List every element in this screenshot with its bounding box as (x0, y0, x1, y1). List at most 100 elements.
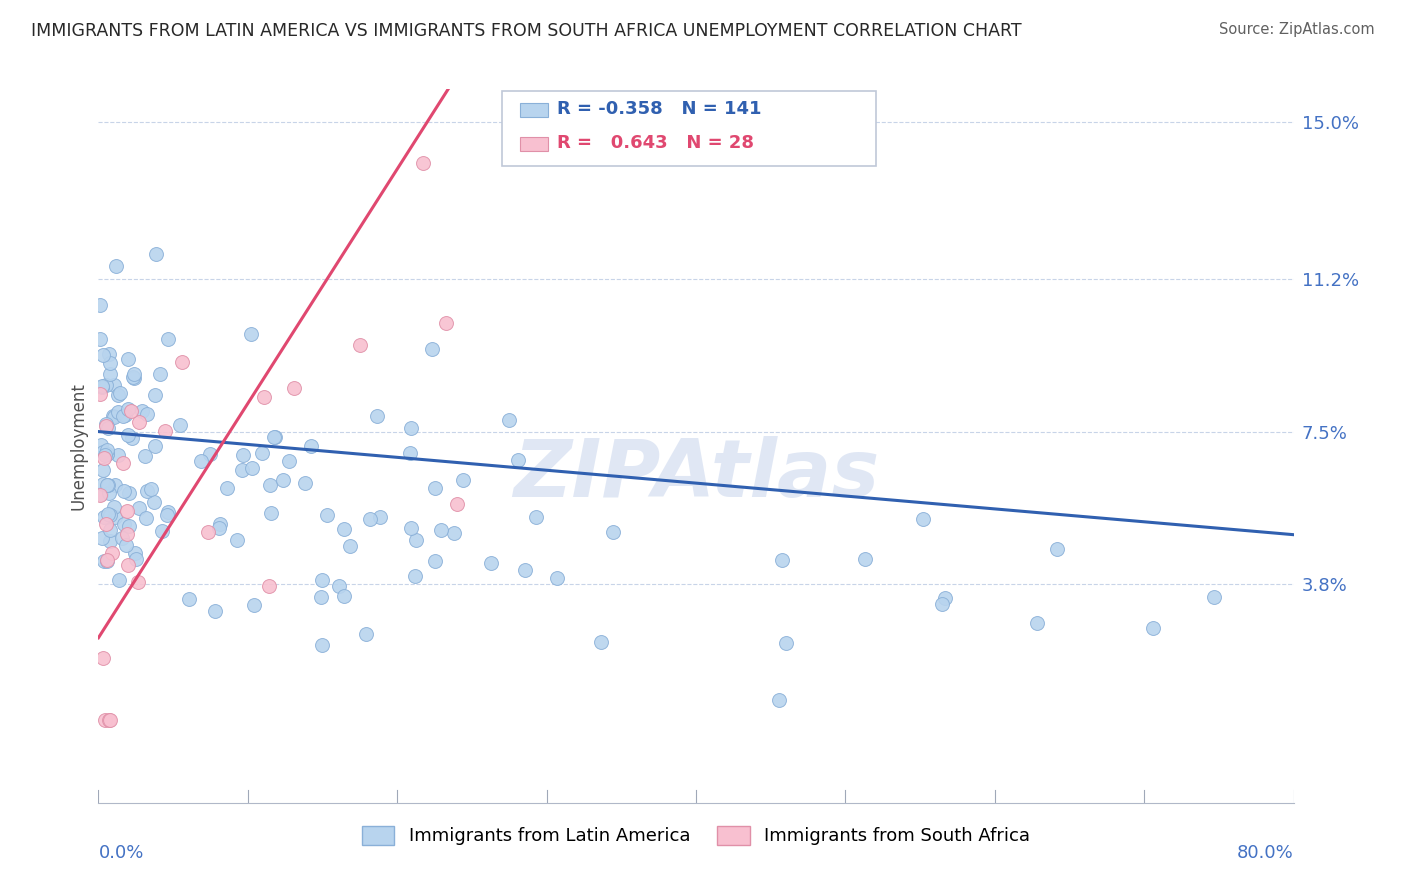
Point (1204, 591, 1226, 605)
Point (117, 351, 139, 366)
Point (768, 692, 790, 706)
Point (112, 483, 135, 498)
Point (1142, 621, 1164, 635)
Point (97, 478, 120, 492)
Point (91, 463, 114, 477)
Point (96, 447, 118, 461)
Point (422, 343, 444, 357)
Point (434, 316, 457, 330)
Point (117, 402, 139, 417)
Point (156, 332, 179, 346)
Point (117, 558, 139, 572)
Point (118, 518, 141, 533)
Point (104, 510, 127, 524)
Point (524, 509, 547, 524)
Point (122, 370, 145, 384)
Point (125, 552, 148, 566)
Point (103, 500, 125, 514)
Point (243, 598, 266, 612)
Point (122, 367, 145, 381)
Text: R = -0.358   N = 141: R = -0.358 N = 141 (557, 100, 761, 118)
Point (89, 488, 111, 502)
Point (333, 522, 356, 536)
Point (136, 484, 159, 499)
Point (198, 447, 221, 461)
Point (107, 388, 129, 402)
Legend: Immigrants from Latin America, Immigrants from South Africa: Immigrants from Latin America, Immigrant… (353, 817, 1039, 855)
Point (368, 509, 391, 524)
Point (98, 356, 121, 370)
Point (96, 553, 118, 567)
Point (135, 510, 157, 524)
Point (104, 478, 127, 492)
Point (90, 487, 112, 501)
Point (128, 501, 150, 516)
Point (139, 483, 162, 497)
Point (349, 338, 371, 352)
Point (430, 523, 453, 537)
Point (934, 591, 956, 606)
Point (271, 474, 294, 488)
Point (91, 445, 114, 459)
Point (226, 533, 249, 548)
Point (591, 635, 613, 649)
Text: Source: ZipAtlas.com: Source: ZipAtlas.com (1219, 22, 1375, 37)
Point (446, 497, 468, 511)
Point (94, 448, 117, 462)
Point (513, 563, 536, 577)
Point (108, 573, 131, 587)
Point (98, 486, 121, 500)
Point (294, 475, 316, 490)
Point (259, 477, 281, 491)
Point (134, 450, 156, 464)
Point (101, 409, 124, 423)
Point (93, 451, 115, 466)
Point (252, 446, 274, 460)
Point (114, 408, 136, 422)
Point (399, 421, 422, 435)
Point (443, 526, 465, 541)
Point (89, 298, 111, 312)
Point (101, 546, 124, 560)
Point (240, 326, 263, 341)
Point (853, 552, 876, 566)
Point (253, 390, 276, 404)
Point (197, 525, 219, 540)
Point (96, 442, 118, 457)
Point (111, 531, 134, 545)
Point (104, 259, 127, 273)
Point (332, 589, 354, 603)
Text: 0.0%: 0.0% (98, 844, 143, 862)
Point (96, 447, 118, 461)
Point (155, 508, 177, 522)
Text: ZIPAtlas: ZIPAtlas (513, 435, 879, 514)
Point (98, 368, 121, 382)
Point (91, 477, 114, 491)
Point (107, 448, 129, 462)
Point (150, 524, 173, 539)
Point (359, 512, 381, 526)
Point (96, 507, 118, 521)
Point (309, 591, 332, 605)
Point (115, 527, 138, 541)
Point (117, 428, 139, 442)
Point (93, 554, 115, 568)
Point (124, 371, 146, 385)
Point (453, 473, 475, 487)
Point (98, 534, 121, 549)
Point (316, 508, 339, 523)
Point (110, 385, 132, 400)
Point (124, 546, 146, 560)
Point (259, 506, 281, 520)
Point (479, 556, 502, 570)
Point (546, 571, 568, 585)
Point (90, 438, 112, 452)
Point (107, 405, 129, 419)
Point (911, 511, 934, 525)
Point (120, 404, 142, 418)
Point (142, 495, 165, 509)
Text: IMMIGRANTS FROM LATIN AMERICA VS IMMIGRANTS FROM SOUTH AFRICA UNEMPLOYMENT CORRE: IMMIGRANTS FROM LATIN AMERICA VS IMMIGRA… (31, 22, 1022, 40)
Point (177, 591, 200, 606)
Point (931, 597, 953, 611)
Point (263, 430, 285, 444)
